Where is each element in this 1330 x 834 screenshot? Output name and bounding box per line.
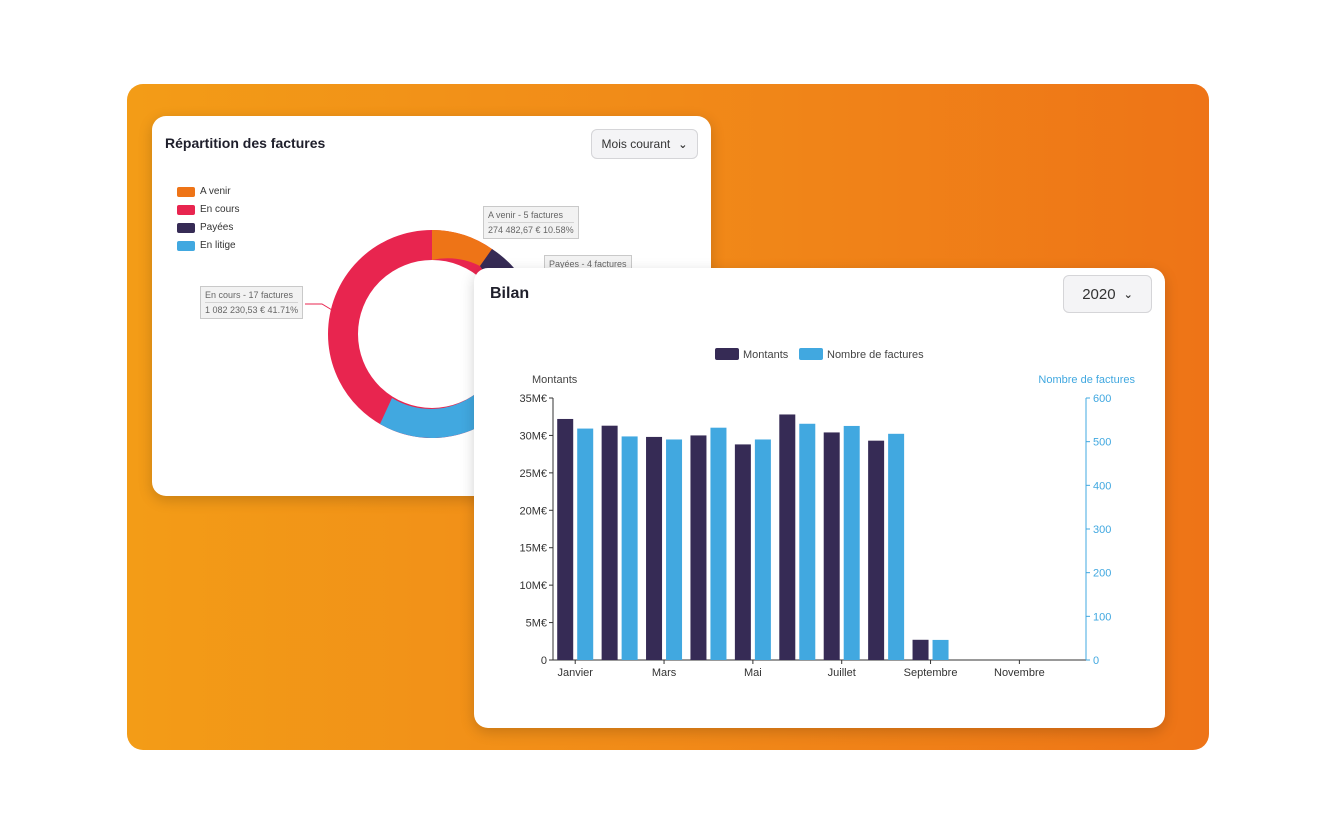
x-tick-label: Juillet: [828, 667, 856, 679]
bar-nombre-factures[interactable]: [799, 423, 816, 660]
bar-nombre-factures[interactable]: [577, 428, 594, 660]
legend-swatch: [177, 240, 195, 251]
right-tick-label: 600: [1093, 393, 1111, 405]
right-tick-label: 200: [1093, 568, 1111, 580]
legend-label: En cours: [200, 204, 240, 215]
bar-nombre-factures[interactable]: [754, 439, 771, 660]
left-tick-label: 35M€: [519, 393, 547, 405]
x-tick-label: Novembre: [994, 667, 1045, 679]
bar-montants[interactable]: [868, 440, 885, 660]
legend-label-nombre: Nombre de factures: [827, 349, 924, 361]
tooltip-line: 274 482,67 € 10.58%: [488, 225, 574, 235]
legend-label-montants: Montants: [743, 349, 789, 361]
chevron-down-icon: ⌄: [678, 138, 688, 151]
left-tick-label: 30M€: [519, 430, 547, 442]
left-tick-label: 25M€: [519, 468, 547, 480]
legend-item-a-venir[interactable]: A venir: [177, 186, 231, 197]
bar-nombre-factures[interactable]: [843, 425, 860, 660]
bar-montants[interactable]: [646, 436, 663, 660]
bar-montants[interactable]: [779, 414, 796, 660]
tooltip-line: En cours - 17 factures: [205, 288, 299, 303]
left-axis-title: Montants: [532, 374, 578, 386]
legend-swatch-nombre[interactable]: [799, 348, 823, 360]
tooltip-connector: [305, 303, 333, 311]
chart-bars: [557, 414, 949, 660]
bar-nombre-factures[interactable]: [621, 436, 638, 660]
left-tick-label: 20M€: [519, 505, 547, 517]
right-tick-label: 400: [1093, 480, 1111, 492]
bar-nombre-factures[interactable]: [932, 639, 949, 660]
repartition-title: Répartition des factures: [165, 135, 326, 151]
legend-item-payees[interactable]: Payées: [177, 222, 233, 233]
chevron-down-icon: ⌄: [1123, 288, 1133, 301]
bar-montants[interactable]: [823, 432, 840, 660]
bilan-title: Bilan: [490, 285, 530, 302]
tooltip-line: A venir - 5 factures: [488, 208, 574, 223]
left-tick-label: 10M€: [519, 580, 547, 592]
bar-montants[interactable]: [690, 435, 707, 660]
tooltip-line: Payées - 4 factures: [549, 259, 627, 269]
bilan-bar-chart: Montants Nombre de factures Montants Nom…: [519, 348, 1135, 679]
legend-label: En litige: [200, 240, 236, 251]
x-tick-label: Septembre: [904, 667, 958, 679]
bar-montants[interactable]: [912, 639, 929, 660]
bar-montants[interactable]: [734, 444, 751, 660]
x-tick-label: Janvier: [557, 667, 593, 679]
bar-montants[interactable]: [601, 425, 618, 660]
left-tick-label: 5M€: [526, 618, 547, 630]
year-select[interactable]: 2020 ⌄: [1063, 275, 1152, 313]
tooltip-line: 1 082 230,53 € 41.71%: [205, 305, 299, 315]
period-select-value: Mois courant: [601, 137, 671, 151]
legend-swatch: [177, 222, 195, 233]
bar-nombre-factures[interactable]: [888, 433, 905, 660]
donut-segment-a-venir[interactable]: [432, 229, 492, 266]
legend-label: Payées: [200, 222, 234, 233]
left-tick-label: 0: [541, 655, 547, 667]
x-tick-label: Mars: [652, 667, 677, 679]
chart-axes: 0 5M€ 10M€ 15M€ 20M€ 25M€ 30M€ 35M€ 0 100 200 300 40…: [519, 393, 1111, 679]
right-axis-title: Nombre de factures: [1038, 374, 1135, 386]
donut-segment-en-litige[interactable]: [380, 395, 492, 438]
legend-swatch: [177, 186, 195, 197]
period-select[interactable]: Mois courant ⌄: [591, 129, 698, 159]
legend-swatch: [177, 204, 195, 215]
legend-label: A venir: [200, 186, 231, 197]
right-tick-label: 300: [1093, 524, 1111, 536]
right-tick-label: 100: [1093, 611, 1111, 623]
bar-nombre-factures[interactable]: [710, 427, 727, 660]
tooltip-a-venir: A venir - 5 factures 274 482,67 € 10.58%: [483, 206, 579, 239]
year-select-value: 2020: [1082, 285, 1116, 303]
legend-item-en-cours[interactable]: En cours: [177, 204, 239, 215]
bilan-card: Bilan 2020 ⌄ Montants Nombre de factures…: [474, 268, 1165, 728]
left-tick-label: 15M€: [519, 543, 547, 555]
x-tick-label: Mai: [744, 667, 762, 679]
right-tick-label: 0: [1093, 655, 1099, 667]
bar-nombre-factures[interactable]: [666, 439, 683, 660]
chart-legend: Montants Nombre de factures: [715, 348, 924, 361]
legend-swatch-montants[interactable]: [715, 348, 739, 360]
bar-montants[interactable]: [557, 418, 574, 660]
tooltip-en-cours: En cours - 17 factures 1 082 230,53 € 41…: [200, 286, 304, 319]
legend-item-en-litige[interactable]: En litige: [177, 240, 236, 251]
right-tick-label: 500: [1093, 437, 1111, 449]
